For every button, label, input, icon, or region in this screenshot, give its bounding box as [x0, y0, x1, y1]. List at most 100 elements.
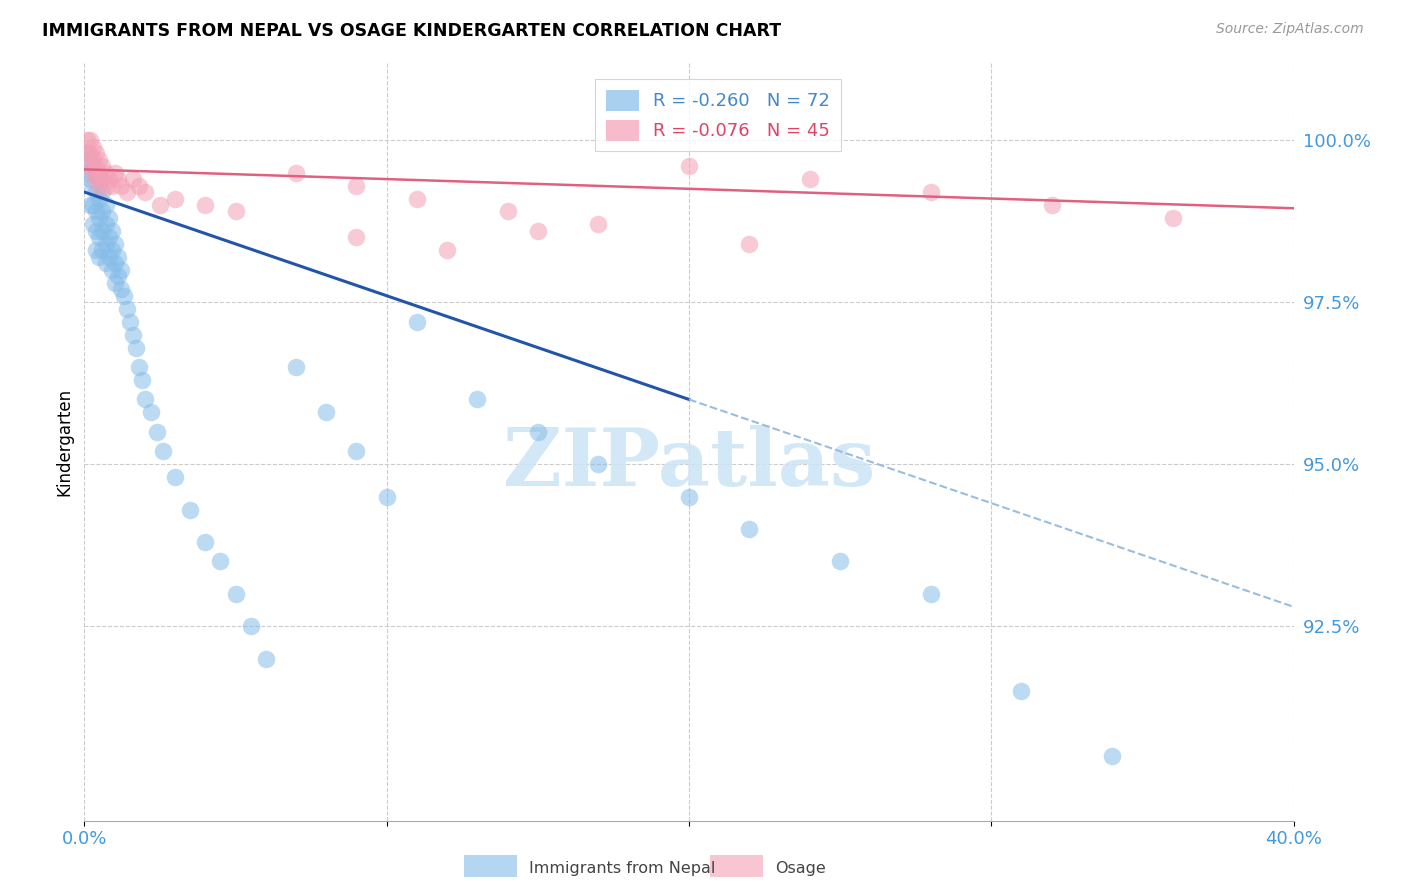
Point	[115, 301, 138, 316]
Point	[89, 211, 111, 225]
Point	[436, 244, 458, 258]
Point	[588, 218, 610, 232]
Point	[86, 204, 108, 219]
Point	[91, 159, 114, 173]
Point	[527, 425, 550, 439]
Point	[225, 204, 247, 219]
Text: Osage: Osage	[775, 862, 825, 876]
Point	[799, 172, 821, 186]
Point	[1101, 748, 1123, 763]
Point	[496, 204, 519, 219]
Point	[97, 211, 120, 225]
Point	[110, 262, 132, 277]
Point	[97, 230, 120, 244]
Point	[76, 146, 98, 161]
Point	[89, 192, 111, 206]
Point	[406, 192, 429, 206]
Point	[139, 405, 162, 419]
Point	[94, 198, 117, 212]
Legend: R = -0.260   N = 72, R = -0.076   N = 45: R = -0.260 N = 72, R = -0.076 N = 45	[595, 79, 841, 152]
Point	[830, 554, 852, 568]
Point	[152, 444, 174, 458]
Point	[1161, 211, 1184, 225]
Point	[165, 192, 187, 206]
Point	[678, 159, 700, 173]
Point	[110, 282, 132, 296]
Point	[375, 490, 398, 504]
Point	[79, 172, 101, 186]
Point	[100, 178, 122, 193]
Point	[346, 230, 368, 244]
Point	[115, 185, 138, 199]
Point	[91, 172, 114, 186]
Point	[406, 315, 429, 329]
Point	[89, 250, 111, 264]
Point	[125, 341, 148, 355]
Point	[121, 172, 143, 186]
Point	[97, 250, 120, 264]
Point	[97, 172, 120, 186]
Point	[100, 244, 122, 258]
Point	[146, 425, 169, 439]
Point	[179, 502, 201, 516]
Point	[91, 204, 114, 219]
Point	[82, 153, 104, 167]
Text: ZIPatlas: ZIPatlas	[503, 425, 875, 503]
Point	[89, 172, 111, 186]
Point	[89, 230, 111, 244]
Point	[121, 327, 143, 342]
Point	[91, 185, 114, 199]
Point	[86, 166, 108, 180]
Point	[128, 178, 150, 193]
Point	[82, 166, 104, 180]
Point	[588, 457, 610, 471]
Point	[82, 178, 104, 193]
Point	[100, 224, 122, 238]
Point	[110, 178, 132, 193]
Point	[346, 178, 368, 193]
Point	[678, 490, 700, 504]
Point	[76, 166, 98, 180]
Point	[82, 139, 104, 153]
Point	[254, 651, 277, 665]
Point	[194, 198, 217, 212]
Point	[920, 587, 942, 601]
Point	[91, 224, 114, 238]
Point	[131, 373, 153, 387]
Point	[79, 159, 101, 173]
Point	[76, 146, 98, 161]
Point	[94, 178, 117, 193]
Point	[315, 405, 337, 419]
Point	[89, 166, 111, 180]
Text: IMMIGRANTS FROM NEPAL VS OSAGE KINDERGARTEN CORRELATION CHART: IMMIGRANTS FROM NEPAL VS OSAGE KINDERGAR…	[42, 22, 782, 40]
Text: Source: ZipAtlas.com: Source: ZipAtlas.com	[1216, 22, 1364, 37]
Point	[107, 269, 129, 284]
Point	[94, 218, 117, 232]
Point	[128, 359, 150, 374]
Point	[112, 289, 135, 303]
Point	[86, 172, 108, 186]
Point	[209, 554, 232, 568]
Point	[86, 244, 108, 258]
Text: Immigrants from Nepal: Immigrants from Nepal	[529, 862, 716, 876]
Point	[86, 146, 108, 161]
Point	[104, 276, 127, 290]
Point	[134, 185, 156, 199]
Point	[107, 250, 129, 264]
Point	[76, 133, 98, 147]
Point	[107, 172, 129, 186]
Point	[86, 224, 108, 238]
Point	[149, 198, 172, 212]
Point	[82, 198, 104, 212]
Point	[104, 236, 127, 251]
Point	[346, 444, 368, 458]
Point	[82, 159, 104, 173]
Point	[94, 166, 117, 180]
Point	[79, 153, 101, 167]
Point	[225, 587, 247, 601]
Point	[134, 392, 156, 407]
Point	[118, 315, 141, 329]
Point	[100, 262, 122, 277]
Point	[285, 359, 308, 374]
Point	[86, 185, 108, 199]
